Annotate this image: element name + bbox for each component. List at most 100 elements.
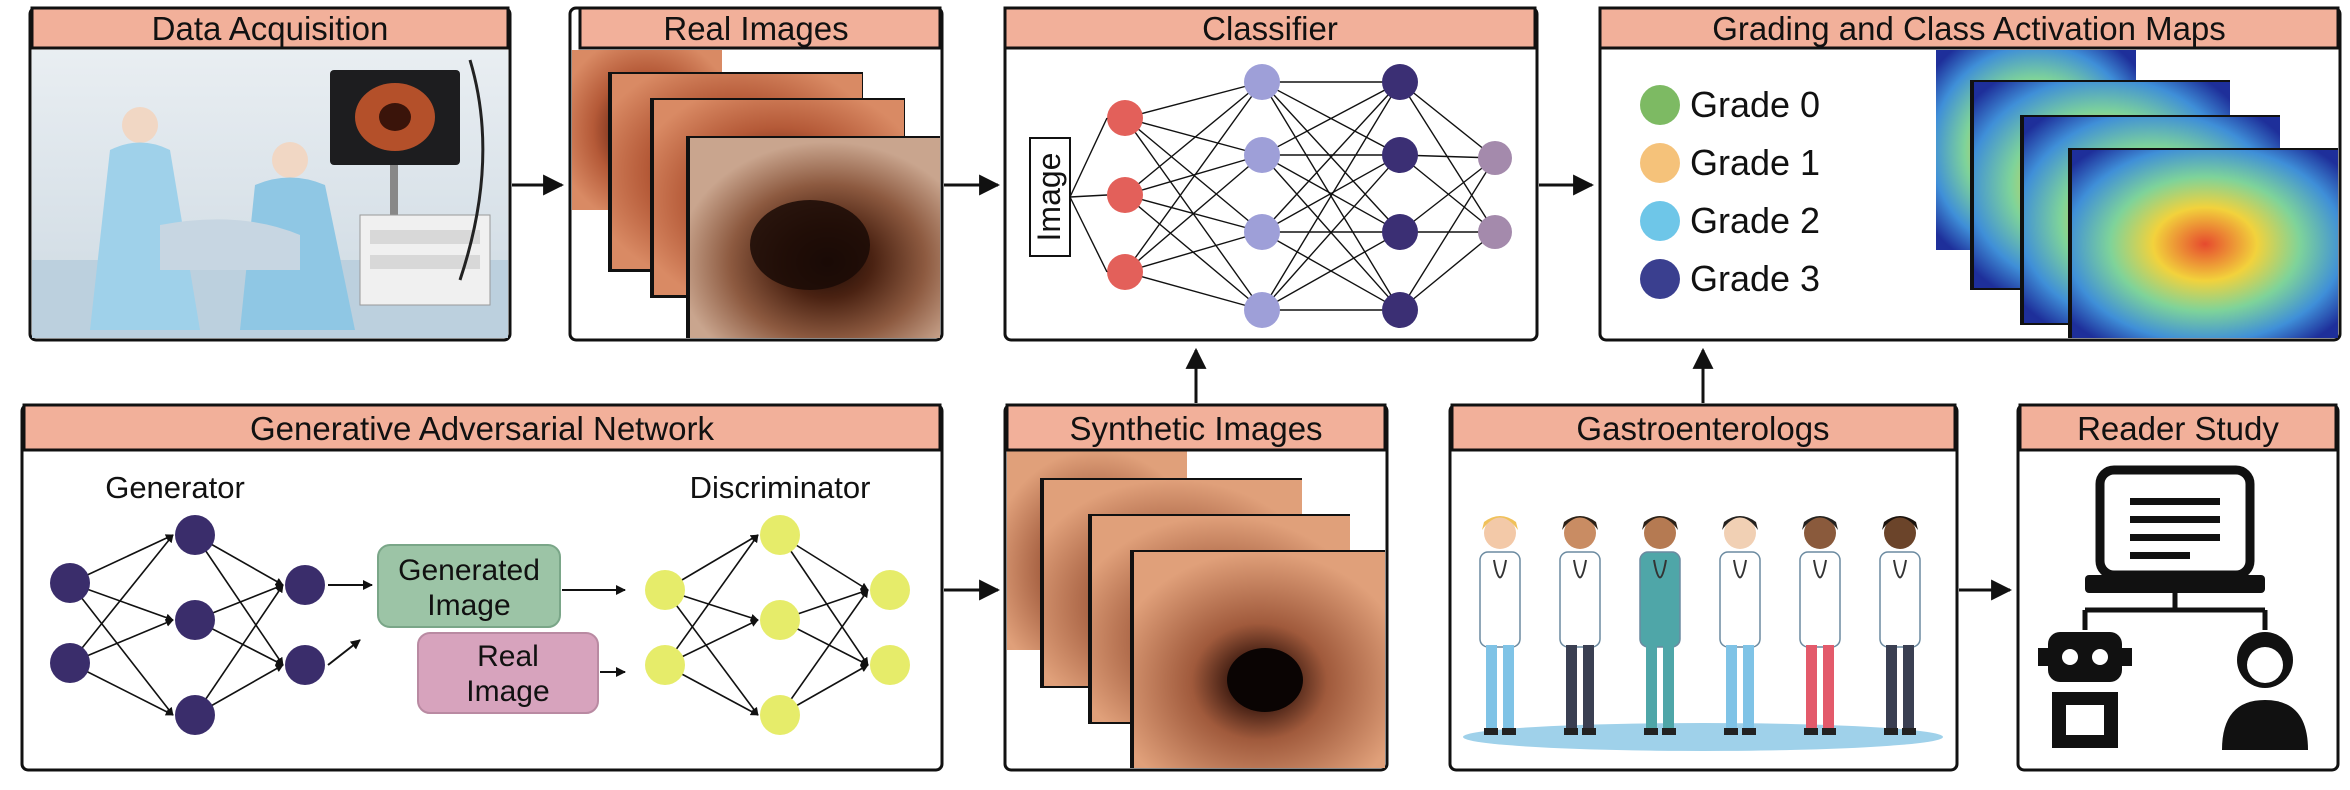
classifier-edge <box>1399 154 1496 233</box>
title-real-images: Real Images <box>663 10 848 47</box>
generated-image-line1: Generated <box>398 554 540 587</box>
title-grading: Grading and Class Activation Maps <box>1712 10 2226 47</box>
grade-legend: Grade 0 Grade 1 Grade 2 Grade 3 <box>1640 84 1820 299</box>
grade-label: Grade 0 <box>1690 84 1820 125</box>
classifier-edge <box>1399 81 1496 159</box>
generator-node <box>285 565 325 605</box>
classifier-edge <box>1261 81 1401 311</box>
panel-classifier: Classifier Image <box>1003 6 1539 342</box>
doctor-group <box>1479 516 1921 735</box>
classifier-input-edge <box>1069 117 1108 198</box>
grade-swatch <box>1640 143 1680 183</box>
grade-label: Grade 2 <box>1690 200 1820 241</box>
classifier-node <box>1382 214 1418 250</box>
classifier-edge <box>1399 157 1496 311</box>
panel-gastroenterologs: Gastroenterologs <box>1448 403 1959 772</box>
classifier-edge <box>1124 81 1263 196</box>
classifier-edge <box>1399 157 1496 233</box>
classifier-edge <box>1124 231 1263 273</box>
generator-node <box>175 515 215 555</box>
classifier-node <box>1244 214 1280 250</box>
activation-map-stack <box>1936 50 2338 338</box>
classifier-edge <box>1399 231 1496 311</box>
classifier-node <box>1244 292 1280 328</box>
header-synthetic-images <box>1005 403 1387 452</box>
classifier-edge <box>1124 154 1263 273</box>
generator-node <box>175 695 215 735</box>
doctor-figure <box>1559 516 1601 735</box>
classifier-node <box>1244 137 1280 173</box>
generator-node <box>50 563 90 603</box>
classifier-edge <box>1124 81 1263 119</box>
generator-node <box>285 645 325 685</box>
doctor-figure <box>1639 516 1681 735</box>
generator-node <box>175 600 215 640</box>
doctor-figure <box>1719 516 1761 735</box>
generator-edge <box>69 534 174 664</box>
classifier-edge <box>1261 231 1401 311</box>
connector-lines <box>2082 593 2268 630</box>
panel-reader-study: Reader Study <box>2016 403 2340 772</box>
operating-room-photo <box>32 50 508 338</box>
header-reader-study <box>2018 403 2338 452</box>
real-image-box <box>417 632 599 714</box>
discriminator-edge <box>779 589 869 716</box>
grade-swatch <box>1640 259 1680 299</box>
classifier-edge <box>1261 81 1401 156</box>
title-gan: Generative Adversarial Network <box>250 410 715 447</box>
classifier-edge <box>1261 81 1401 233</box>
classifier-node <box>1382 292 1418 328</box>
discriminator-node <box>760 695 800 735</box>
grade-label: Grade 1 <box>1690 142 1820 183</box>
real-endoscopy-stack <box>572 50 940 338</box>
panel-data-acquisition: Data Acquisition <box>28 6 512 342</box>
classifier-node <box>1107 254 1143 290</box>
panel-synthetic-images: Synthetic Images <box>1003 403 1389 772</box>
generated-image-box <box>377 544 561 628</box>
classifier-node <box>1107 100 1143 136</box>
gan-networks <box>50 515 910 735</box>
title-synthetic-images: Synthetic Images <box>1069 410 1322 447</box>
header-gastroenterologs <box>1450 403 1957 452</box>
computer-icon <box>2085 465 2265 593</box>
generator-edge <box>194 584 284 716</box>
classifier-input-edge <box>1069 194 1108 198</box>
classifier-input-edge <box>1069 196 1108 273</box>
classifier-edge <box>1261 154 1401 233</box>
header-data-acquisition <box>30 6 510 50</box>
header-grading <box>1598 6 2340 50</box>
classifier-node <box>1382 64 1418 100</box>
header-classifier <box>1003 6 1537 50</box>
generator-label: Generator <box>105 470 245 505</box>
classifier-node <box>1478 141 1512 175</box>
header-real-images <box>578 6 942 50</box>
synthetic-endoscopy-stack <box>1007 450 1385 768</box>
discriminator-node <box>645 645 685 685</box>
classifier-edge <box>1124 271 1263 311</box>
doctor-figure <box>1879 516 1921 735</box>
title-data-acquisition: Data Acquisition <box>152 10 389 47</box>
classifier-input-box <box>1029 137 1071 257</box>
discriminator-edge <box>664 534 759 666</box>
classifier-node <box>1107 177 1143 213</box>
classifier-edge <box>1261 154 1401 311</box>
discriminator-node <box>870 570 910 610</box>
grade-swatch <box>1640 85 1680 125</box>
grade-label: Grade 3 <box>1690 258 1820 299</box>
classifier-input-label: Image <box>1031 153 1067 242</box>
floor-shadow <box>1463 723 1943 751</box>
classifier-edge <box>1124 81 1263 273</box>
panel-grading: Grade 0 Grade 1 Grade 2 Grade 3 Grading and… <box>1598 6 2342 342</box>
panel-gan: Generative Adversarial Network Generator… <box>20 403 944 772</box>
generated-image-line2: Image <box>427 589 510 622</box>
generator-out-edge <box>327 639 361 666</box>
discriminator-edge <box>664 589 759 716</box>
flow-arrows <box>328 174 2013 677</box>
title-reader-study: Reader Study <box>2077 410 2279 447</box>
doctor-figure <box>1479 516 1521 735</box>
classifier-node <box>1244 64 1280 100</box>
person-icon <box>2222 632 2308 750</box>
discriminator-node <box>645 570 685 610</box>
discriminator-node <box>870 645 910 685</box>
